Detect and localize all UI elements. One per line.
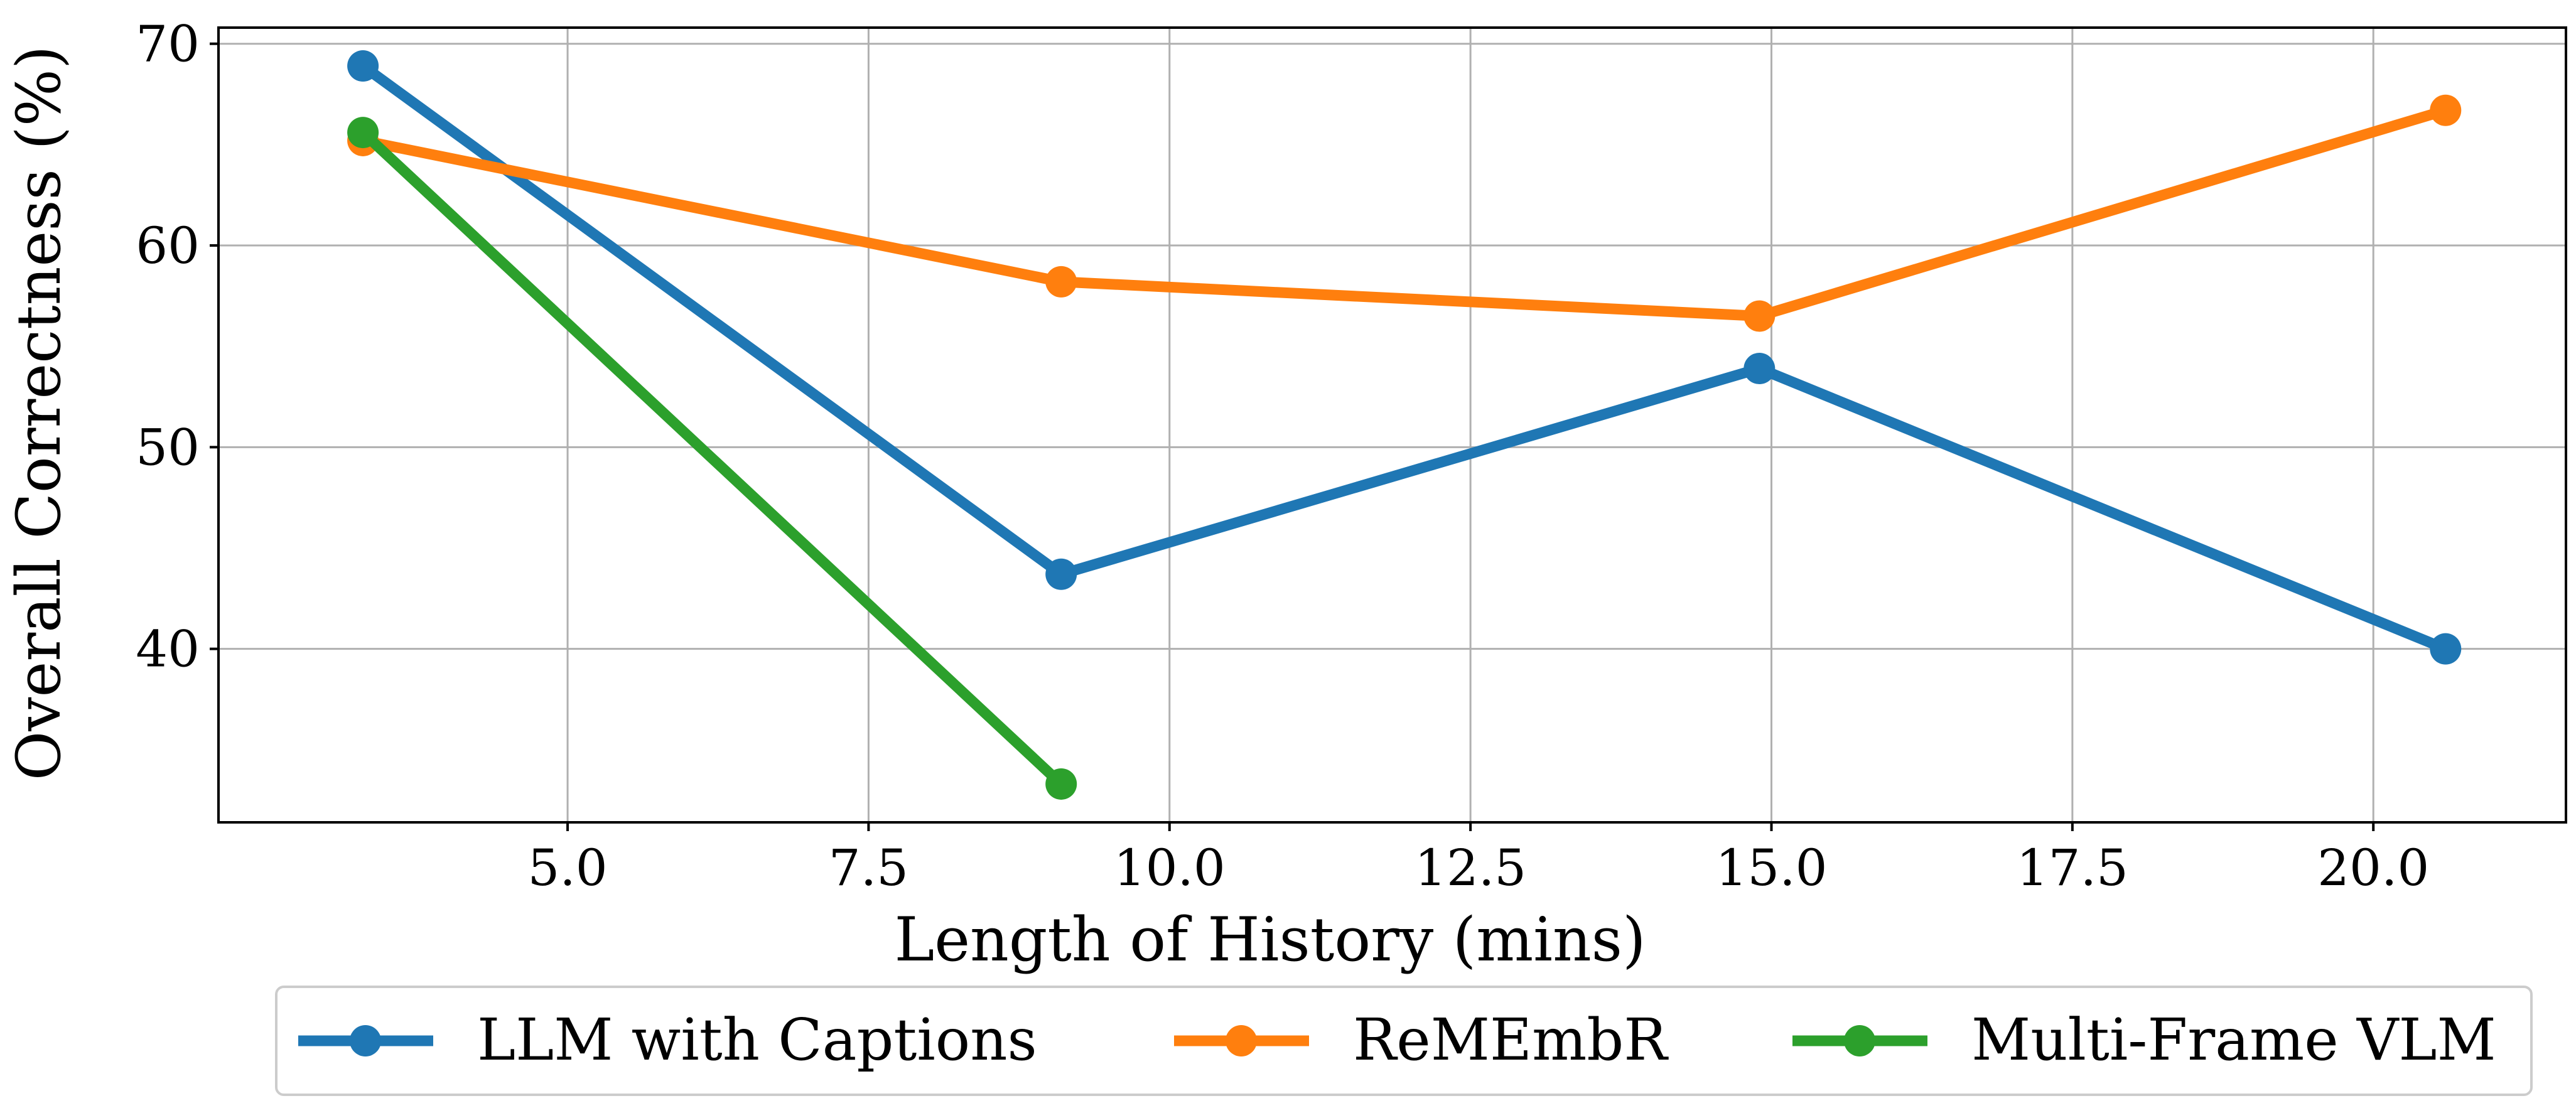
y-axis-label: Overall Correctness (%) (4, 46, 74, 781)
y-tick-label: 60 (136, 217, 200, 275)
plot-frame (217, 26, 2567, 824)
y-tick-label: 40 (136, 620, 200, 679)
data-point (1743, 300, 1776, 332)
legend-entry: ReMEmbR (1174, 1006, 1669, 1073)
x-tick-label: 7.5 (829, 839, 908, 897)
x-tick-label: 20.0 (2317, 839, 2429, 897)
y-tick-label: 50 (136, 418, 200, 476)
data-point (1743, 353, 1776, 385)
series-line (359, 128, 1065, 788)
legend-box (275, 986, 2533, 1096)
data-point (2430, 633, 2462, 665)
legend: LLM with Captions ReMEmbR Multi-Frame VLM (275, 986, 2533, 1096)
legend-label: LLM with Captions (477, 1006, 1037, 1073)
legend-label: ReMEmbR (1353, 1006, 1669, 1073)
data-point (1045, 558, 1077, 590)
data-point (1045, 266, 1077, 298)
legend-marker (1844, 1025, 1875, 1056)
x-axis-label: Length of History (mins) (894, 905, 1646, 975)
x-tick-label: 10.0 (1114, 839, 1226, 897)
x-axis-ticks: 5.0 7.5 10.0 12.5 15.0 17.5 20.0 (527, 822, 2429, 897)
y-axis-ticks: 40 50 60 70 (136, 15, 218, 679)
series-2 (347, 94, 2462, 332)
y-tick-label: 70 (136, 15, 200, 73)
legend-marker (1226, 1025, 1257, 1056)
series-line (360, 62, 2448, 654)
x-tick-label: 12.5 (1415, 839, 1526, 897)
data-point (347, 117, 379, 149)
x-tick-label: 15.0 (1715, 839, 1827, 897)
series-layer (347, 50, 2462, 800)
grid (218, 28, 2566, 822)
legend-label: Multi-Frame VLM (1971, 1006, 2496, 1073)
data-point (347, 50, 379, 82)
legend-entry: LLM with Captions (298, 1006, 1037, 1073)
series-line (362, 105, 2447, 321)
series-1 (347, 50, 2462, 665)
x-tick-label: 17.5 (2017, 839, 2128, 897)
data-point (2430, 94, 2462, 126)
data-point (1045, 768, 1077, 800)
legend-marker (350, 1025, 381, 1056)
x-tick-label: 5.0 (527, 839, 607, 897)
legend-entry: Multi-Frame VLM (1792, 1006, 2496, 1073)
series-3 (347, 117, 1077, 800)
